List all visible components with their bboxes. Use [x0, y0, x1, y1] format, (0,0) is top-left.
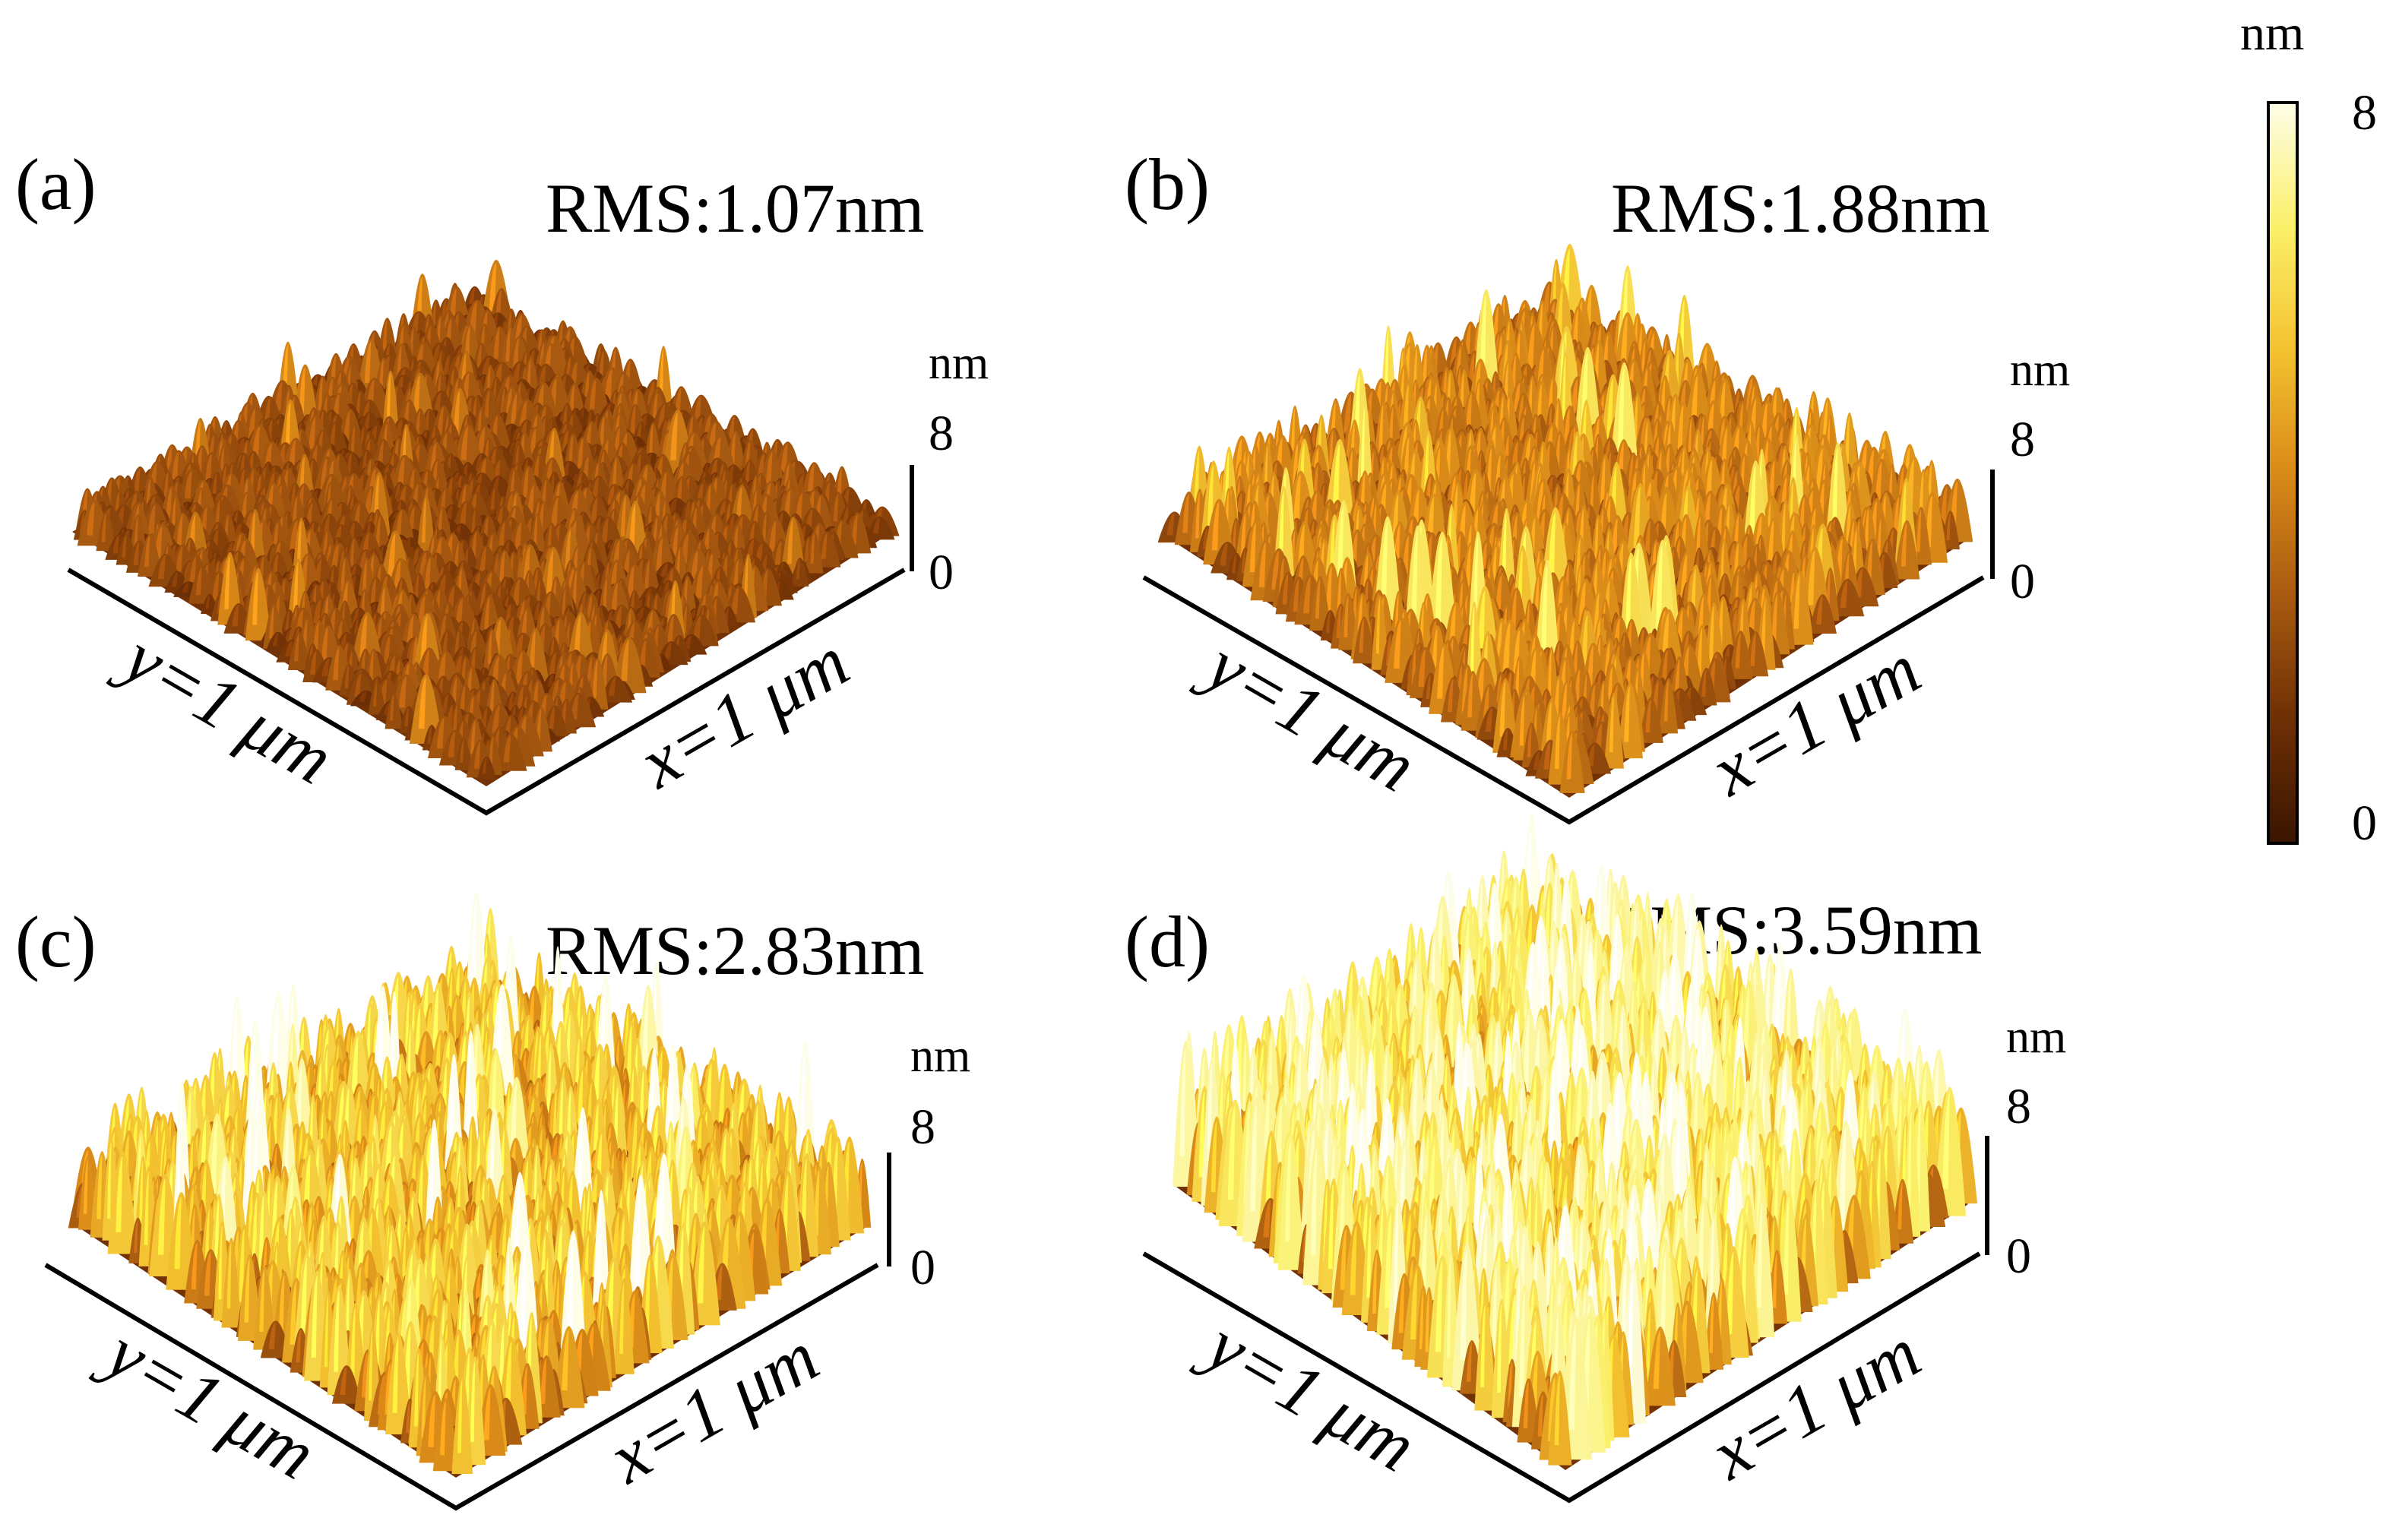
z-axis-min-tick: 0 [929, 545, 954, 600]
z-axis-unit: nm [929, 337, 989, 389]
panel-a: (a) RMS:1.07nm nm 8 0 y=1 μm x=1 μm [15, 144, 989, 813]
rms-value: RMS:1.07nm [546, 169, 924, 247]
rms-value: RMS:1.88nm [1611, 169, 1989, 247]
z-axis-max-tick: 8 [929, 406, 954, 461]
panel-b: (b) RMS:1.88nm nm 8 0 y=1 μm x=1 μm [1125, 144, 2070, 822]
panel-label: (a) [15, 144, 97, 225]
panel-label: (b) [1125, 144, 1210, 225]
